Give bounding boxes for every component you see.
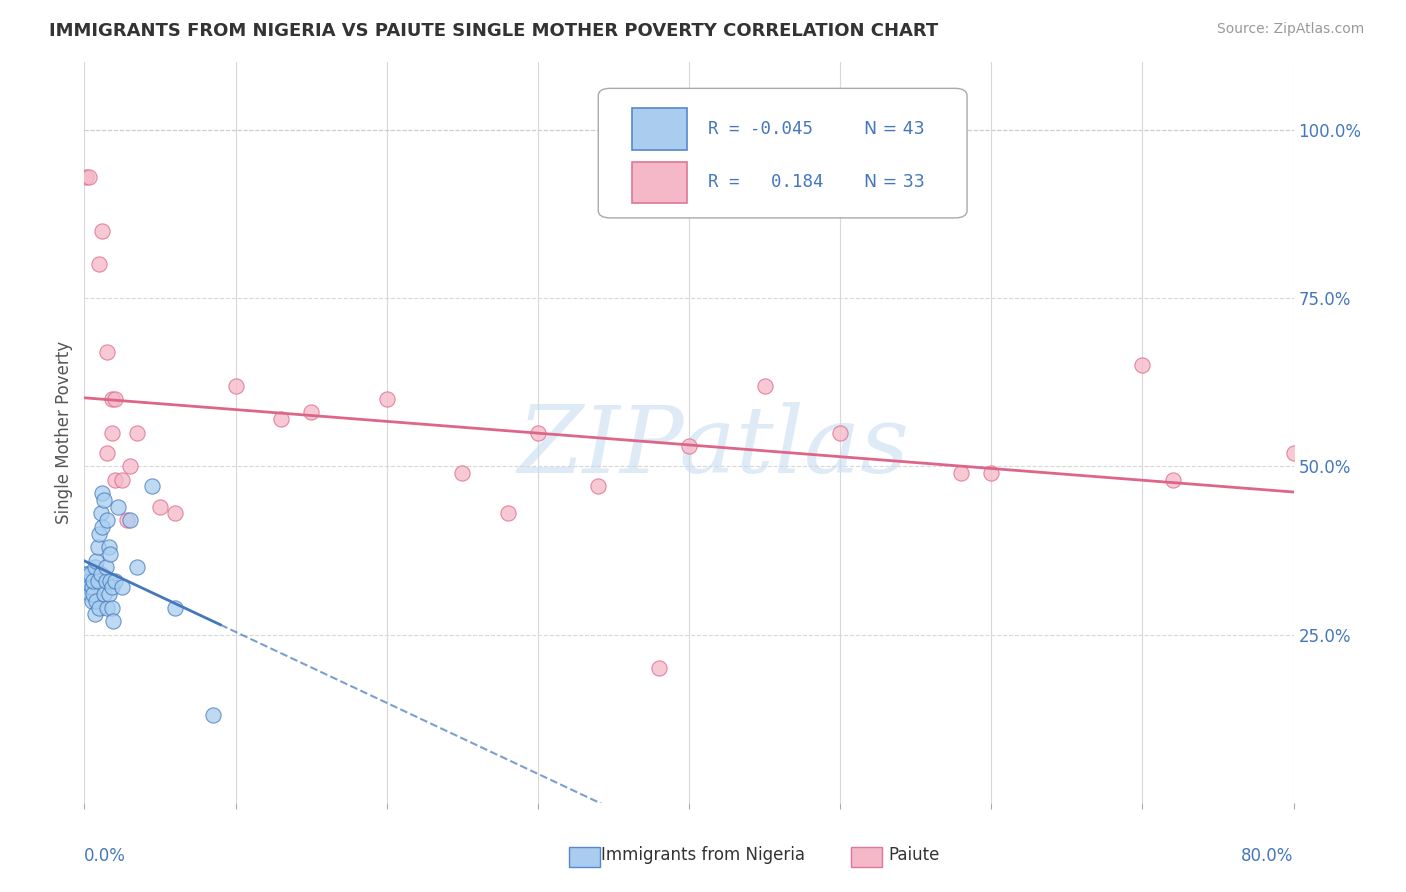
Point (118, 513, 141, 527)
Text: IMMIGRANTS FROM NIGERIA VS PAIUTE SINGLE MOTHER POVERTY CORRELATION CHART: IMMIGRANTS FROM NIGERIA VS PAIUTE SINGLE… (49, 22, 938, 40)
Point (82, 587, 104, 601)
Point (80, 581, 103, 595)
Point (101, 614, 124, 628)
Point (648, 661, 671, 675)
Text: Paiute: Paiute (889, 846, 939, 863)
Point (100, 581, 122, 595)
Point (127, 560, 149, 574)
Point (201, 708, 224, 723)
Point (1130, 359, 1153, 373)
Point (89, 600, 111, 615)
Text: 0.0%: 0.0% (84, 847, 127, 865)
Point (118, 459, 141, 474)
Point (100, 392, 122, 406)
Point (104, 574, 127, 588)
Point (527, 425, 550, 440)
Point (91, 520, 114, 534)
Point (77, 169, 100, 184)
Point (79, 587, 101, 601)
Point (98, 547, 121, 561)
Point (75, 169, 97, 184)
Point (87, 540, 110, 554)
Point (754, 378, 776, 392)
Point (76, 566, 98, 581)
Point (94, 560, 117, 574)
Y-axis label: Single Mother Poverty: Single Mother Poverty (55, 341, 73, 524)
Point (225, 378, 247, 392)
Point (111, 581, 134, 595)
Point (830, 425, 852, 440)
Point (375, 392, 398, 406)
Point (104, 473, 127, 487)
Point (299, 405, 322, 419)
Point (96, 344, 118, 359)
Point (89, 257, 111, 271)
Point (678, 439, 700, 453)
Point (96, 513, 118, 527)
Point (141, 479, 163, 493)
Text: R =   0.184: R = 0.184 (709, 173, 824, 192)
Bar (569, 847, 600, 867)
Point (84, 560, 107, 574)
Point (165, 600, 187, 615)
Point (93, 587, 115, 601)
Text: R = -0.045: R = -0.045 (709, 120, 813, 138)
Bar (851, 847, 882, 867)
Point (93, 492, 115, 507)
Point (1282, 446, 1305, 460)
Point (80, 594, 103, 608)
Text: 80.0%: 80.0% (1241, 847, 1294, 865)
Point (270, 412, 292, 426)
Point (87, 574, 110, 588)
Point (96, 600, 118, 615)
Point (90, 566, 112, 581)
Point (111, 473, 134, 487)
Bar (633, 161, 686, 203)
Point (107, 500, 129, 514)
Point (94, 574, 117, 588)
Point (165, 507, 187, 521)
Text: N = 33: N = 33 (863, 173, 925, 192)
Point (75, 566, 97, 581)
Point (100, 425, 122, 440)
Point (98, 574, 121, 588)
Point (77, 574, 100, 588)
FancyBboxPatch shape (599, 88, 967, 218)
Point (89, 526, 111, 541)
Point (149, 500, 172, 514)
Point (980, 466, 1002, 480)
Point (79, 566, 101, 581)
Point (97, 540, 120, 554)
Point (86, 553, 108, 567)
Text: Source: ZipAtlas.com: Source: ZipAtlas.com (1216, 22, 1364, 37)
Point (96, 446, 118, 460)
Point (1161, 473, 1184, 487)
Point (100, 600, 122, 615)
Point (451, 466, 474, 480)
Point (97, 587, 120, 601)
Bar (633, 108, 686, 150)
Point (127, 425, 149, 440)
Text: Immigrants from Nigeria: Immigrants from Nigeria (600, 846, 806, 863)
Point (91, 486, 114, 500)
Point (77, 581, 100, 595)
Point (496, 507, 519, 521)
Point (950, 466, 973, 480)
Point (84, 607, 107, 622)
Point (86, 594, 108, 608)
Point (104, 392, 127, 406)
Text: N = 43: N = 43 (865, 120, 925, 138)
Point (115, 513, 138, 527)
Point (588, 479, 610, 493)
Text: ZIPatlas: ZIPatlas (517, 402, 910, 492)
Point (91, 224, 114, 238)
Point (82, 574, 104, 588)
Point (90, 507, 112, 521)
